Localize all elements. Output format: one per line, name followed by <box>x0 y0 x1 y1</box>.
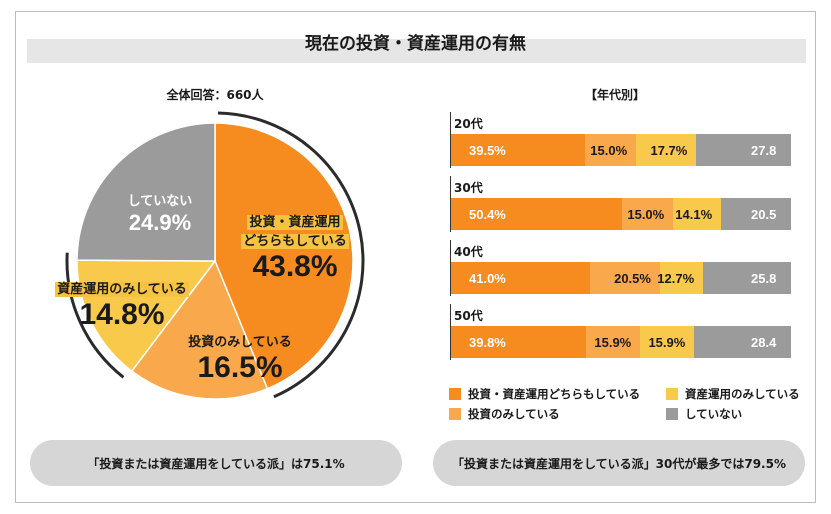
pie-label-asset_only: 資産運用のみしている 14.8% <box>42 279 202 332</box>
legend-label: 投資・資産運用どちらもしている <box>468 387 641 401</box>
bar-segment-both <box>451 326 587 358</box>
bar-value-label: 27.8 <box>751 143 777 158</box>
pie-accent-arc-both <box>217 111 365 399</box>
bar-segment-none <box>696 134 791 166</box>
bar-segment-invest_only <box>585 134 637 166</box>
age-category-label: 30代 <box>454 181 483 195</box>
legend-swatch <box>449 388 461 400</box>
pie-accent-arc-asset <box>65 252 125 379</box>
bar-value-label: 20.5% <box>614 271 651 286</box>
bar-segment-both <box>451 262 591 294</box>
bar-value-label: 41.0% <box>469 271 506 286</box>
summary-pill-right: 「投資または資産運用をしている派」30代が最多では79.5% <box>433 440 805 486</box>
age-category-label: 40代 <box>454 245 483 259</box>
bar-segment-none <box>703 262 791 294</box>
bar-subtitle: 【年代別】 <box>584 88 645 102</box>
bar-segment-asset_only <box>673 198 722 230</box>
pie-label-text: どちらもしている <box>241 233 349 249</box>
age-category-label: 20代 <box>454 117 483 131</box>
legend-item-asset_only: 資産運用のみしている <box>666 386 800 402</box>
legend-item-none: していない <box>666 406 742 422</box>
bar-value-label: 50.4% <box>469 207 506 222</box>
pie-value: 43.8% <box>252 249 338 283</box>
pie-slice-both <box>214 122 354 390</box>
bar-value-label: 15.0% <box>627 207 665 222</box>
legend-swatch <box>449 408 461 420</box>
bar-value-label: 28.4 <box>751 335 777 350</box>
bar-value-label: 15.0% <box>590 143 628 158</box>
bar-axis-line <box>450 304 451 360</box>
summary-pill-left: 「投資または資産運用をしている派」は75.1% <box>30 440 402 486</box>
pie-label-text: 投資のみしている <box>188 335 292 350</box>
bar-segment-both <box>451 134 586 166</box>
legend-label: していない <box>685 407 743 421</box>
age-category-label: 50代 <box>454 309 483 323</box>
bar-value-label: 20.5 <box>751 207 777 222</box>
chart-frame <box>15 11 816 503</box>
bar-segment-invest_only <box>586 326 641 358</box>
bar-value-label: 39.5% <box>469 143 506 158</box>
pie-slice-invest_only <box>130 259 269 400</box>
bar-value-label: 15.9% <box>648 335 686 350</box>
pie-value: 16.5% <box>197 350 283 384</box>
bar-value-label: 14.1% <box>675 207 713 222</box>
bar-axis-line <box>450 112 451 168</box>
bar-axis-line <box>450 240 451 296</box>
bar-segment-both <box>451 198 623 230</box>
summary-left-text: 「投資または資産運用をしている派」は75.1% <box>87 456 345 471</box>
pie-label-text: 資産運用のみしている <box>55 282 189 297</box>
pie-label-text: 投資・資産運用 <box>247 215 343 230</box>
legend-item-both: 投資・資産運用どちらもしている <box>449 386 640 402</box>
bar-segment-none <box>721 198 791 230</box>
title-band <box>27 39 806 63</box>
bar-axis-line <box>450 176 451 232</box>
pie-value: 24.9% <box>128 209 192 235</box>
bar-segment-asset_only <box>636 134 697 166</box>
bar-segment-invest_only <box>622 198 674 230</box>
pie-label-text: していない <box>127 194 193 209</box>
bar-value-label: 25.8 <box>751 271 777 286</box>
bar-value-label: 12.7% <box>657 271 695 286</box>
chart-title: 現在の投資・資産運用の有無 <box>305 34 526 54</box>
pie-subtitle: 全体回答：660人 <box>166 88 264 102</box>
legend-swatch <box>666 408 678 420</box>
pie-slice-none <box>76 122 216 262</box>
summary-right-text: 「投資または資産運用をしている派」30代が最多では79.5% <box>452 456 786 471</box>
bar-segment-asset_only <box>640 326 695 358</box>
pie-label-invest_only: 投資のみしている 16.5% <box>160 332 320 385</box>
bar-segment-asset_only <box>660 262 704 294</box>
bar-value-label: 17.7% <box>650 143 688 158</box>
bar-value-label: 15.9% <box>594 335 632 350</box>
pie-label-both: 投資・資産運用 どちらもしている 43.8% <box>215 212 375 284</box>
pie-label-none: していない 24.9% <box>80 191 240 235</box>
legend-swatch <box>666 388 678 400</box>
legend-label: 投資のみしている <box>468 407 560 421</box>
pie-value: 14.8% <box>79 297 165 331</box>
bar-segment-none <box>694 326 791 358</box>
bar-value-label: 39.8% <box>469 335 506 350</box>
legend-item-invest_only: 投資のみしている <box>449 406 560 422</box>
legend-label: 資産運用のみしている <box>685 387 800 401</box>
bar-segment-invest_only <box>590 262 661 294</box>
